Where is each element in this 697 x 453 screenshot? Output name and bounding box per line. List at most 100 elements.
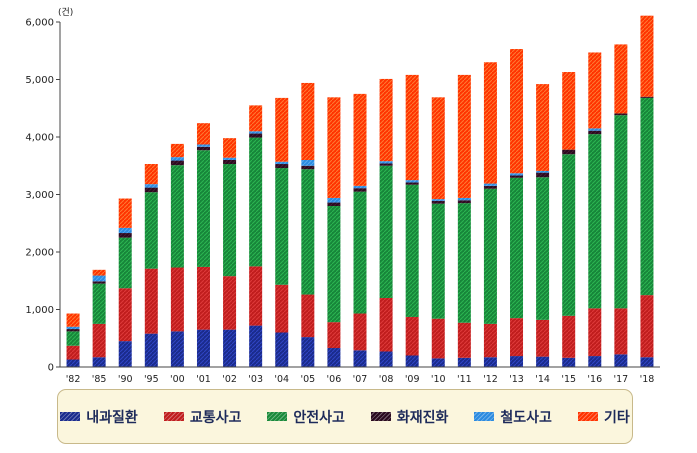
legend-label: 교통사고 <box>189 409 242 426</box>
bar-segment <box>353 188 367 192</box>
legend-swatch <box>577 412 598 421</box>
bar-segment <box>66 331 80 346</box>
bar-segment <box>640 15 654 97</box>
stacked-bar-chart: (건) 0 1,000 2,000 3,000 4,000 5,000 6,000 '82 '… <box>25 7 660 385</box>
bar-segment <box>614 44 628 114</box>
legend-swatch <box>474 412 495 421</box>
bar-segment <box>223 138 237 158</box>
bar-segment <box>92 275 106 282</box>
bar-segment <box>92 357 106 367</box>
legend-label: 안전사고 <box>293 409 345 426</box>
bar-segment <box>457 322 471 358</box>
bar-segment <box>223 160 237 165</box>
bar-segment <box>510 318 524 357</box>
bar-segment <box>536 356 550 367</box>
bar-segment <box>562 72 576 150</box>
bar-segment <box>327 206 341 323</box>
bar-segment <box>353 191 367 314</box>
bar-segment <box>588 308 602 357</box>
bar-segment <box>170 157 184 161</box>
bar-segment <box>457 357 471 367</box>
bar-segment <box>196 266 210 330</box>
bar-segment <box>405 184 419 317</box>
bar-segment <box>431 97 445 200</box>
legend-label: 기타 <box>603 409 630 426</box>
bar-segment <box>275 284 289 333</box>
x-tick-label: '11 <box>457 374 472 385</box>
bar-segment <box>275 164 289 169</box>
bar-segment <box>301 294 315 338</box>
bar-segment <box>353 185 367 189</box>
bar-segment <box>118 341 132 368</box>
x-tick-label: '17 <box>614 374 629 385</box>
bar-segment <box>275 161 289 165</box>
y-tick-label: 4,000 <box>25 133 54 144</box>
bar-segment <box>196 144 210 147</box>
bar-segment <box>144 184 158 188</box>
x-tick-label: '00 <box>170 374 185 385</box>
legend-swatch <box>163 412 184 421</box>
bar-segment <box>379 163 393 166</box>
bar-segment <box>327 322 341 349</box>
bar-segment <box>118 233 132 238</box>
x-tick-label: '03 <box>248 374 263 385</box>
x-tick-label: '85 <box>92 374 107 385</box>
bar-segment <box>92 283 106 324</box>
bar-segment <box>170 267 184 332</box>
bar-segment <box>327 97 341 198</box>
bar-segment <box>379 161 393 164</box>
bar-segment <box>510 49 524 174</box>
legend-swatch <box>267 412 288 421</box>
bar-segment <box>379 298 393 352</box>
bar-segment <box>640 96 654 98</box>
legend-label: 화재진화 <box>396 409 449 426</box>
x-tick-label: '15 <box>561 374 576 385</box>
bar-segment <box>536 177 550 320</box>
legend-item: 교통사고 <box>163 407 242 427</box>
bar-segment <box>144 268 158 334</box>
bar-segment <box>196 150 210 267</box>
bar-segment <box>536 84 550 171</box>
bar-segment <box>562 154 576 316</box>
bar-segment <box>66 313 80 327</box>
bar-segment <box>405 182 419 185</box>
bar-segment <box>144 333 158 367</box>
bar-segment <box>249 137 263 267</box>
y-tick-label: 1,000 <box>25 305 54 316</box>
bar-segment <box>118 227 132 234</box>
bar-segment <box>66 345 80 360</box>
x-tick-label: '08 <box>379 374 394 385</box>
x-tick-label: '06 <box>327 374 342 385</box>
bar-segment <box>405 316 419 356</box>
x-tick-label: '95 <box>144 374 159 385</box>
bar-segment <box>327 202 341 206</box>
legend-item: 안전사고 <box>267 407 345 427</box>
bar-segment <box>588 134 602 309</box>
bar-segment <box>614 115 628 309</box>
x-tick-label: '16 <box>587 374 602 385</box>
bar-segment <box>457 197 471 201</box>
bar-segment <box>353 313 367 351</box>
bar-segment <box>614 113 628 116</box>
bar-segment <box>144 192 158 269</box>
legend-item: 내과질환 <box>60 407 138 427</box>
bar-segment <box>379 351 393 367</box>
x-tick-label: '05 <box>300 374 315 385</box>
bar-segment <box>640 357 654 367</box>
x-tick-label: '13 <box>509 374 524 385</box>
bar-segment <box>92 269 106 276</box>
bar-segment <box>562 315 576 358</box>
bar-segment <box>510 356 524 367</box>
bar-segment <box>301 169 315 295</box>
legend-item: 기타 <box>577 407 630 427</box>
x-tick-label: '12 <box>483 374 498 385</box>
bar-segment <box>536 170 550 173</box>
bar-segment <box>223 329 237 368</box>
bar-segment <box>510 173 524 176</box>
bar-segment <box>640 97 654 296</box>
bar-segment <box>249 266 263 326</box>
bar-segment <box>405 355 419 367</box>
bar-segment <box>536 319 550 357</box>
x-tick-label: '10 <box>431 374 446 385</box>
bar-segment <box>457 200 471 204</box>
